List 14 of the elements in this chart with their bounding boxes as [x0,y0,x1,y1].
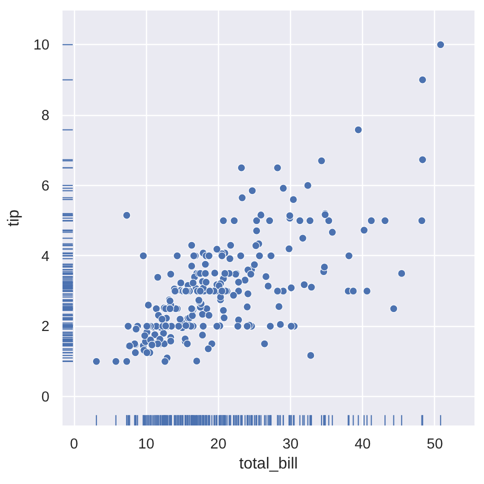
x-axis-title: total_bill [239,456,298,472]
x-tick-label: 30 [282,436,299,452]
y-axis-title: tip [5,209,22,226]
x-tick-label: 20 [210,436,226,452]
x-tick-label: 0 [70,436,78,452]
y-tick-label: 10 [33,38,50,54]
y-tick-label: 2 [41,319,50,336]
y-tick-label: 4 [41,248,50,265]
x-tick-label: 50 [426,436,443,452]
y-tick-label: 0 [41,390,50,406]
x-tick-label: 10 [138,436,154,452]
y-tick-label: 6 [41,178,50,194]
x-tick-label: 40 [354,436,371,452]
y-tick-label: 8 [41,108,50,124]
